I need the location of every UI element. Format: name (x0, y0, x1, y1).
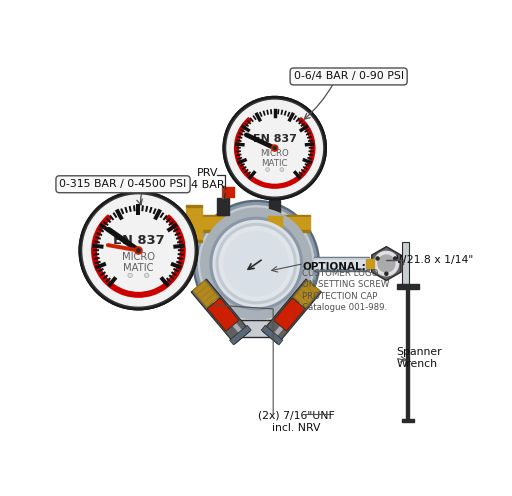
Polygon shape (229, 325, 251, 345)
Circle shape (196, 203, 317, 324)
Circle shape (272, 145, 278, 151)
Text: (2x) 7/16"UNF
incl. NRV: (2x) 7/16"UNF incl. NRV (258, 411, 335, 433)
Circle shape (213, 220, 300, 307)
Circle shape (79, 191, 198, 310)
Text: EN 837: EN 837 (113, 234, 164, 247)
Text: MICRO
MATIC: MICRO MATIC (260, 149, 289, 168)
Polygon shape (294, 281, 319, 307)
Bar (186, 205, 202, 207)
Bar (314, 256, 370, 270)
Circle shape (199, 206, 314, 321)
Circle shape (374, 251, 398, 276)
Polygon shape (372, 247, 401, 281)
Bar (397, 284, 419, 289)
Text: Spanner
Wrench: Spanner Wrench (396, 347, 442, 370)
Bar (217, 198, 229, 215)
Circle shape (79, 191, 198, 310)
Bar (402, 419, 414, 422)
Circle shape (266, 168, 269, 172)
Circle shape (227, 100, 323, 196)
Text: EN 837: EN 837 (253, 134, 296, 144)
Circle shape (273, 147, 276, 149)
Circle shape (128, 273, 132, 278)
Bar (269, 200, 280, 217)
Circle shape (280, 168, 284, 172)
Circle shape (224, 231, 289, 296)
Text: MICRO
MATIC: MICRO MATIC (122, 252, 155, 273)
Text: MICRO
MATIC: MICRO MATIC (260, 149, 289, 168)
Circle shape (137, 249, 140, 252)
Circle shape (219, 227, 293, 301)
Text: CUSTOMER LOGO
ON SETTING SCREW
PROTECTION CAP
Catalogue 001-989.: CUSTOMER LOGO ON SETTING SCREW PROTECTIO… (303, 269, 390, 312)
Circle shape (216, 224, 296, 304)
Polygon shape (191, 279, 250, 344)
Bar (190, 231, 310, 232)
Circle shape (128, 273, 132, 278)
Polygon shape (234, 320, 278, 337)
Polygon shape (273, 298, 305, 331)
Circle shape (144, 273, 149, 278)
Circle shape (376, 257, 379, 260)
Bar (407, 287, 410, 422)
Circle shape (225, 99, 324, 197)
Circle shape (385, 272, 388, 275)
Bar (186, 207, 202, 241)
Bar (190, 217, 310, 231)
Bar (222, 186, 225, 198)
Circle shape (223, 97, 326, 200)
Polygon shape (261, 325, 283, 345)
Circle shape (144, 273, 149, 278)
Circle shape (280, 168, 284, 172)
Circle shape (210, 217, 303, 310)
Circle shape (272, 145, 278, 151)
Circle shape (81, 193, 196, 308)
Bar (191, 245, 197, 256)
Polygon shape (199, 283, 246, 337)
Bar (223, 187, 234, 196)
Bar (268, 216, 282, 231)
Bar (314, 258, 370, 269)
Bar (367, 259, 374, 268)
Bar (402, 242, 410, 285)
Circle shape (83, 195, 194, 306)
Circle shape (266, 168, 269, 172)
Circle shape (273, 147, 276, 149)
Text: EN 837: EN 837 (253, 134, 296, 144)
Polygon shape (263, 279, 322, 344)
Text: PRV
4 BAR: PRV 4 BAR (191, 168, 225, 190)
Circle shape (81, 193, 196, 308)
Circle shape (225, 99, 324, 197)
Polygon shape (270, 286, 317, 340)
Circle shape (135, 247, 142, 254)
Bar (314, 260, 370, 267)
Circle shape (227, 100, 323, 196)
Circle shape (378, 255, 395, 272)
Bar (190, 215, 310, 217)
Text: MICRO
MATIC: MICRO MATIC (122, 252, 155, 273)
Circle shape (83, 195, 194, 306)
Text: 0-6/4 BAR / 0-90 PSI: 0-6/4 BAR / 0-90 PSI (293, 71, 403, 81)
Polygon shape (193, 281, 219, 307)
Text: EN 837: EN 837 (113, 234, 164, 247)
Polygon shape (207, 298, 239, 331)
Circle shape (201, 208, 312, 319)
Text: W21.8 x 1/14": W21.8 x 1/14" (396, 255, 474, 265)
Circle shape (193, 200, 319, 327)
Circle shape (223, 97, 326, 200)
Circle shape (135, 247, 142, 254)
Circle shape (137, 249, 140, 252)
Circle shape (394, 257, 397, 260)
Text: 0-315 BAR / 0-4500 PSI: 0-315 BAR / 0-4500 PSI (59, 179, 187, 189)
Bar (186, 240, 202, 242)
Text: OPTIONAL:: OPTIONAL: (303, 262, 366, 272)
